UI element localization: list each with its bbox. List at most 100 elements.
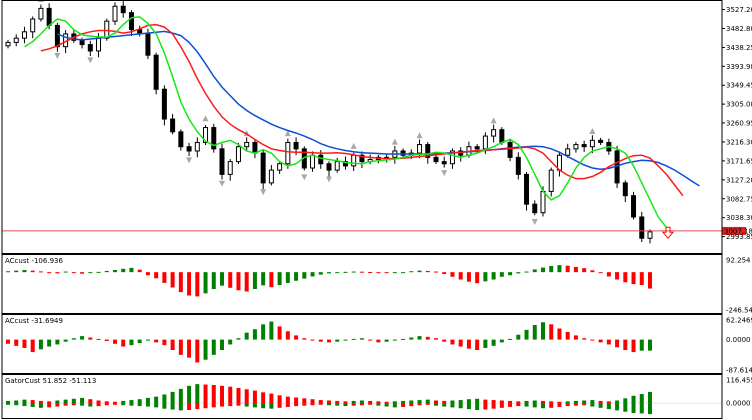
y-tick-label: 2993.85: [726, 233, 752, 241]
pane-frame-main: [1, 0, 723, 254]
gator-upper-bar: [187, 385, 192, 404]
histogram-bar: [211, 339, 216, 355]
candle-body: [268, 169, 274, 184]
ao-indicator-pane[interactable]: 62.2469 0.0000 -87.6143: [6, 317, 752, 375]
histogram-bar: [623, 272, 628, 283]
gator-lower-bar: [573, 403, 578, 406]
gator-lower-bar: [615, 403, 620, 411]
y-tick-label: 3305.08: [726, 101, 752, 109]
histogram-bar: [47, 272, 52, 274]
histogram-bar: [483, 272, 488, 282]
gator-upper-bar: [442, 400, 447, 404]
candle-body: [260, 152, 266, 184]
candle-body: [400, 150, 406, 156]
candle-body: [112, 5, 118, 22]
gator-lower-bar: [203, 403, 208, 409]
histogram-bar: [351, 338, 356, 340]
histogram-bar: [343, 339, 348, 341]
gator-indicator-pane[interactable]: 116.455 0.0000: [2, 377, 752, 415]
histogram-bar: [606, 272, 611, 277]
candle-body: [227, 161, 233, 175]
histogram-bar: [6, 339, 10, 344]
gator-upper-bar: [351, 400, 356, 404]
gator-upper-bar: [14, 400, 19, 404]
gator-lower-bar: [425, 403, 430, 405]
histogram-bar: [203, 339, 208, 360]
candle-body: [581, 144, 587, 148]
gator-upper-bar: [499, 400, 504, 404]
histogram-bar: [129, 267, 134, 273]
candle-body: [639, 216, 645, 239]
histogram-bar: [269, 272, 274, 288]
histogram-bar: [582, 268, 587, 273]
candle-body: [128, 12, 134, 31]
gator-lower-bar: [211, 403, 216, 408]
gator-upper-bar: [252, 390, 257, 404]
histogram-bar: [294, 272, 299, 281]
gator-lower-bar: [524, 403, 529, 407]
gator-upper-bar: [30, 400, 35, 404]
ac-indicator-pane[interactable]: 92.254 -246.547: [6, 257, 752, 315]
histogram-bar: [541, 267, 545, 273]
gator-lower-bar: [285, 403, 290, 407]
candle-body: [219, 148, 225, 175]
histogram-bar: [302, 272, 307, 279]
price-pane[interactable]: 3007.18 3527.20 3482.80 3438.25 3393.98 3349.…: [2, 0, 752, 244]
y-tick-label: 3038.30: [726, 214, 752, 222]
histogram-bar: [252, 329, 257, 340]
gator-lower-bar: [71, 403, 76, 406]
histogram-bar: [244, 332, 249, 340]
fractal-down-arrow: [326, 176, 332, 183]
histogram-bar: [351, 271, 356, 273]
candle-body: [178, 131, 184, 148]
gator-lower-bar: [565, 403, 570, 407]
histogram-bar: [541, 322, 545, 340]
histogram-bar: [170, 272, 175, 288]
histogram-bar: [277, 272, 282, 286]
gator-upper-bar: [508, 400, 513, 404]
gator-upper-bar: [55, 400, 60, 404]
gator-upper-bar: [162, 394, 167, 404]
candle-body: [277, 163, 283, 171]
histogram-bar: [187, 339, 192, 358]
histogram-bar: [327, 339, 331, 343]
histogram-bar: [170, 339, 175, 351]
candle-body: [5, 41, 11, 47]
histogram-bar: [598, 339, 603, 343]
gator-lower-bar: [6, 403, 10, 405]
gator-lower-bar: [145, 403, 150, 407]
gator-upper-bar: [228, 386, 233, 404]
histogram-bar: [285, 331, 290, 340]
gator-lower-bar: [351, 403, 356, 406]
candle-body: [647, 231, 653, 239]
histogram-bar: [113, 339, 117, 344]
fractal-down-arrow: [219, 180, 225, 187]
histogram-bar: [466, 272, 471, 282]
histogram-bar: [154, 339, 159, 343]
histogram-bar: [499, 272, 504, 277]
candle-body: [631, 195, 637, 218]
histogram-bar: [47, 339, 52, 347]
histogram-bar: [450, 272, 455, 277]
gator-upper-bar: [38, 400, 43, 404]
candle-body: [548, 169, 554, 192]
gator-lower-bar: [590, 403, 595, 407]
gator-upper-bar: [532, 400, 537, 404]
histogram-bar: [195, 339, 200, 363]
y-tick-label: 3260.95: [726, 119, 752, 127]
gator-lower-bar: [121, 403, 126, 406]
histogram-bar: [327, 272, 331, 274]
pane-frame-ac: [1, 254, 723, 314]
histogram-bar: [409, 337, 414, 340]
alligator-teeth-line: [40, 23, 684, 197]
fractal-up-arrow: [589, 127, 596, 134]
fractal-down-arrow: [186, 157, 193, 164]
gator-lower-bar: [508, 403, 513, 407]
gator-upper-bar: [154, 396, 159, 404]
gator-upper-bar: [401, 400, 406, 404]
gator-lower-bar: [384, 403, 389, 407]
y-tick-label: 3127.20: [726, 176, 752, 184]
candle-body: [507, 141, 513, 158]
candle-body: [38, 7, 44, 20]
